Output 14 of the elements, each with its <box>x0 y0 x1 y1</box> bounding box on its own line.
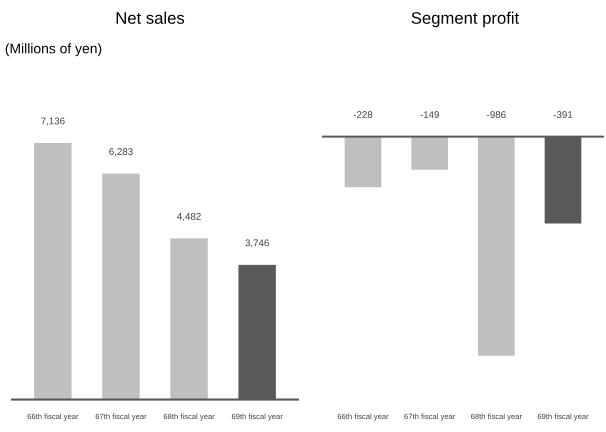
bar <box>170 238 208 400</box>
data-label: -149 <box>420 111 439 118</box>
data-label: -391 <box>554 111 572 118</box>
chart-title: Net sales <box>116 12 184 24</box>
bar <box>102 174 140 400</box>
data-label: -228 <box>354 111 372 118</box>
data-label: -986 <box>487 111 506 118</box>
bar <box>34 142 72 400</box>
data-label: 7,136 <box>41 118 65 126</box>
data-label: 6,283 <box>109 148 133 156</box>
chart-title: Segment profit <box>412 12 520 28</box>
text: (Millions of yen) <box>6 43 102 56</box>
data-label: 3,746 <box>245 239 269 248</box>
data-label: 4,482 <box>177 212 201 221</box>
